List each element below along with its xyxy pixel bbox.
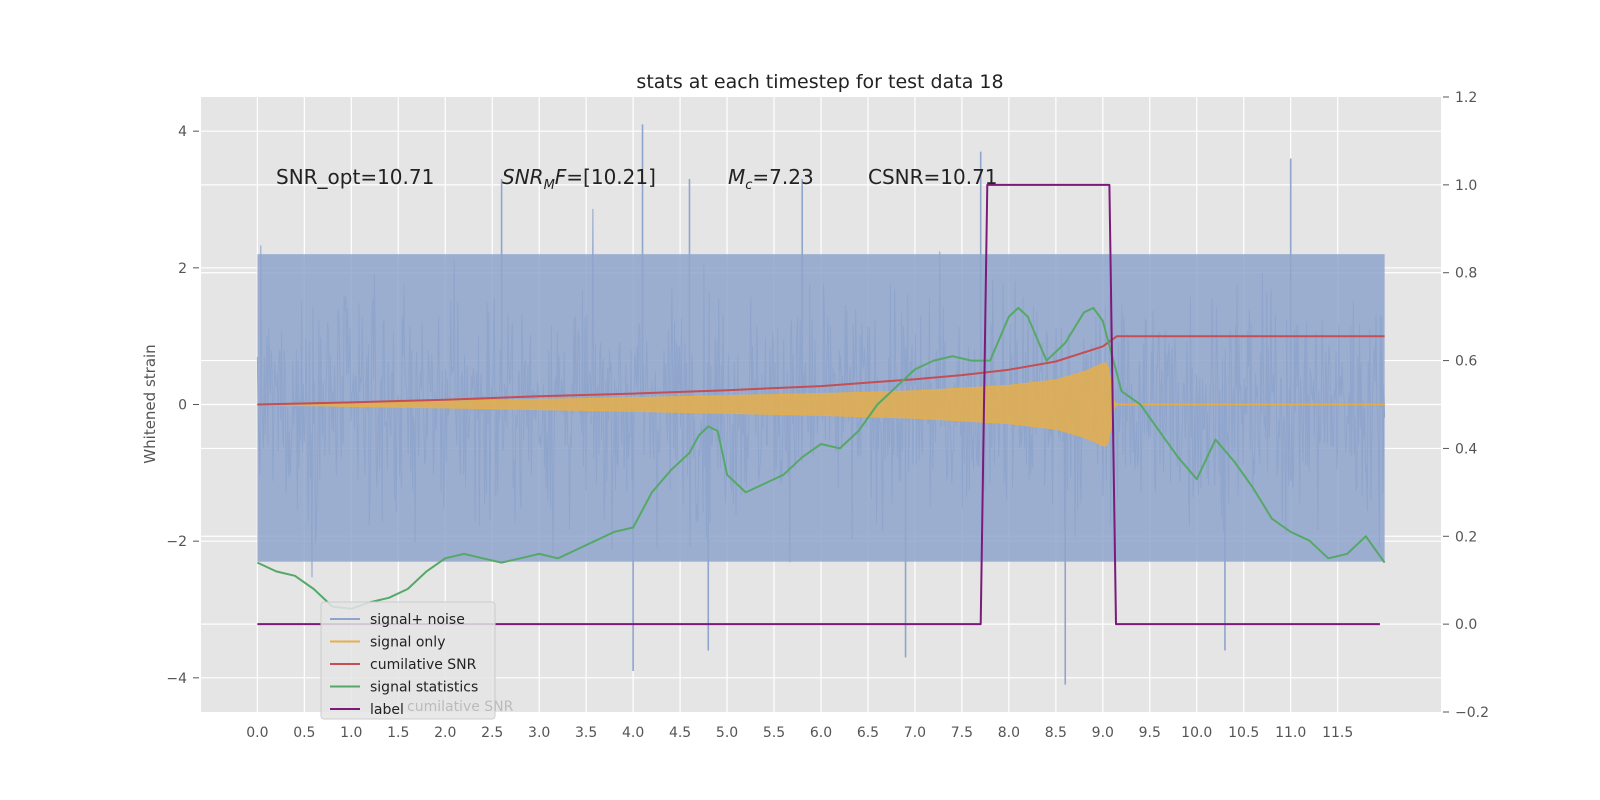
line-cumulative-snr	[257, 335, 1385, 406]
x-tick-label: 9.0	[1092, 725, 1114, 741]
legend-label: signal+ noise	[370, 612, 465, 628]
annotation-snr-mf-main: SNR	[502, 165, 544, 189]
y-tick-label: −4	[166, 671, 187, 687]
x-tick-label: 1.0	[340, 725, 362, 741]
legend-box	[320, 601, 496, 720]
x-tick-label: 6.5	[857, 725, 879, 741]
x-tick-label: 2.5	[481, 725, 503, 741]
x-tick-label: 1.5	[387, 725, 409, 741]
annotation-mc-sub: c	[745, 178, 752, 193]
y2-tick-label: 0.6	[1455, 354, 1477, 370]
x-tick-label: 4.5	[669, 725, 691, 741]
legend-label: signal statistics	[370, 680, 478, 696]
series-signal-only	[256, 362, 1386, 447]
legend-label: label	[370, 702, 404, 718]
annotation-mc-value: =7.23	[752, 165, 813, 189]
y-tick-label: 4	[178, 124, 187, 140]
annotations: SNR_opt=10.71 SNRMF=[10.21] Mc=7.23 CSNR…	[276, 165, 998, 193]
y2-tick-label: 1.0	[1455, 178, 1477, 194]
x-tick-label: 2.0	[434, 725, 456, 741]
line-signal-statistics	[256, 306, 1386, 610]
x-tick-label: 8.0	[998, 725, 1020, 741]
annotation-snr-mf-tail: F	[555, 165, 567, 189]
x-tick-label: 7.5	[951, 725, 973, 741]
y2-tick-label: −0.2	[1455, 705, 1489, 721]
annotation-csnr: CSNR=10.71	[868, 165, 998, 189]
x-tick-label: 5.5	[763, 725, 785, 741]
y2-tick-label: 0.8	[1455, 266, 1477, 282]
annotation-mc: Mc=7.23	[728, 165, 814, 193]
x-tick-label: 0.5	[293, 725, 315, 741]
y-axis-left: −4 −2 0 2 4	[166, 124, 199, 687]
y-tick-label: 0	[178, 398, 187, 414]
annotation-mc-main: M	[728, 165, 745, 189]
y-axis-right: −0.2 0.0 0.2 0.4 0.6 0.8 1.0 1.2	[1443, 90, 1489, 721]
x-tick-label: 5.0	[716, 725, 738, 741]
x-tick-label: 11.5	[1322, 725, 1353, 741]
x-tick-label: 7.0	[904, 725, 926, 741]
legend-label: cumilative SNR	[370, 657, 477, 673]
annotation-snr-opt: SNR_opt=10.71	[276, 165, 434, 189]
y2-tick-label: 0.2	[1455, 529, 1477, 545]
legend-entries: signal+ noise signal only cumilative SNR si…	[330, 612, 478, 718]
x-tick-label: 8.5	[1045, 725, 1067, 741]
series-lines	[256, 183, 1386, 626]
x-axis: 0.0 0.5 1.0 1.5 2.0 2.5 3.0 3.5 4.0 4.5 5.0 5.5 6.0 6…	[246, 725, 1353, 741]
chart-title: stats at each timestep for test data 18	[636, 71, 1003, 93]
x-tick-label: 11.0	[1275, 725, 1306, 741]
annotation-snr-mf: SNRMF=[10.21]	[502, 165, 656, 193]
legend: cumilative SNR signal+ noise signal only c…	[320, 601, 514, 720]
legend-label: signal only	[370, 635, 445, 651]
line-label	[257, 183, 1380, 626]
x-tick-label: 4.0	[622, 725, 644, 741]
y2-tick-label: 0.4	[1455, 441, 1477, 457]
annotation-snr-mf-sub: M	[544, 178, 555, 193]
y-axis-label: Whitened strain	[141, 344, 159, 463]
signal-chirp	[256, 362, 1386, 447]
y2-tick-label: 0.0	[1455, 617, 1477, 633]
legend-ghost-text: cumilative SNR	[407, 699, 514, 715]
x-tick-label: 3.0	[528, 725, 550, 741]
x-tick-label: 10.5	[1228, 725, 1259, 741]
y-tick-label: 2	[178, 261, 187, 277]
y2-tick-label: 1.2	[1455, 90, 1477, 106]
x-tick-label: 3.5	[575, 725, 597, 741]
x-tick-label: 10.0	[1181, 725, 1212, 741]
x-tick-label: 9.5	[1139, 725, 1161, 741]
x-tick-label: 0.0	[246, 725, 268, 741]
annotation-snr-mf-value: =[10.21]	[566, 165, 656, 189]
y-tick-label: −2	[166, 534, 187, 550]
x-tick-label: 6.0	[810, 725, 832, 741]
